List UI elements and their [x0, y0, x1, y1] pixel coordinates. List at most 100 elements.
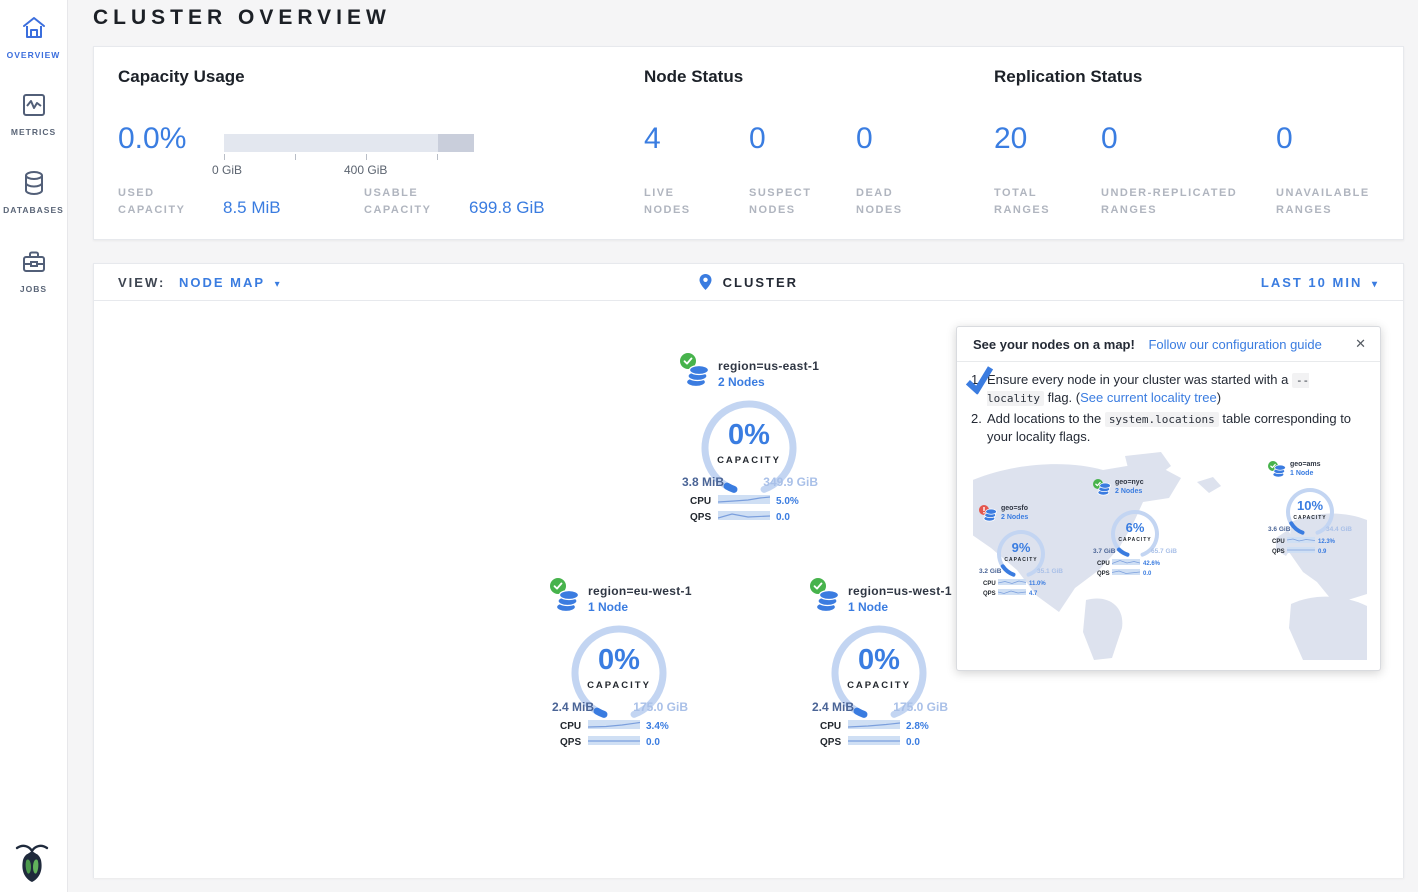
qps-value: 0.0 [1143, 570, 1152, 577]
suspect-nodes-value: 0 [749, 122, 766, 155]
view-dropdown[interactable]: NODE MAP [178, 275, 266, 290]
cpu-label: CPU [1272, 538, 1285, 545]
region-label[interactable]: region=us-west-1 [848, 584, 952, 598]
live-nodes-label: LIVE NODES [644, 187, 691, 217]
cpu-value: 11.0% [1029, 580, 1046, 587]
qps-label: QPS [983, 590, 996, 597]
mini-node-geo-sfo: geo=sfo 2 Nodes 9% CAPACITY [979, 504, 1065, 597]
qps-label: QPS [690, 512, 712, 523]
capacity-tick-label: 400 GiB [344, 163, 388, 177]
qps-sparkline [1111, 568, 1141, 575]
capacity-gauge: 6% CAPACITY [1107, 506, 1163, 562]
sidebar-item-label: OVERVIEW [6, 50, 61, 60]
main-content: CLUSTER OVERVIEW Capacity Usage 0.0% 0 G… [68, 0, 1418, 892]
node-map-canvas: region=us-east-1 2 Nodes 0% CAPACITY 3.8… [94, 301, 1403, 878]
capacity-bar [224, 134, 474, 152]
locality-tree-link[interactable]: See current locality tree [1080, 389, 1217, 405]
qps-value: 4.7 [1029, 590, 1038, 597]
node-header: region=us-east-1 2 Nodes [680, 353, 824, 393]
region-label[interactable]: region=eu-west-1 [588, 584, 692, 598]
node-stack-icon [555, 587, 581, 618]
briefcase-icon [0, 249, 67, 280]
region-nodes-link[interactable]: 1 Node [848, 600, 889, 614]
time-range-selector[interactable]: LAST 10 MIN ▾ [1261, 275, 1379, 290]
gauge-capacity-label: CAPACITY [1004, 556, 1038, 563]
cpu-value: 5.0% [776, 496, 799, 507]
gauge-percent: 0% [728, 419, 770, 451]
system-locations-code: system.locations [1104, 411, 1219, 427]
qps-label: QPS [820, 737, 842, 748]
mini-node-geo-ams: geo=ams 1 Node 10% CAPACITY [1268, 460, 1354, 555]
region-nodes-link[interactable]: 2 Nodes [718, 375, 765, 389]
home-icon [0, 15, 67, 46]
total-ranges-label: TOTAL RANGES [994, 187, 1051, 217]
node-total-value: 349.9 GiB [763, 475, 818, 489]
region-nodes-link: 1 Node [1290, 470, 1314, 478]
step-text-post: ) [1216, 389, 1222, 405]
region-label: geo=sfo [1001, 504, 1029, 512]
node-map-panel: VIEW: NODE MAP ▾ CLUSTER LAST 10 MIN ▾ [93, 263, 1404, 878]
qps-label: QPS [1097, 570, 1110, 577]
region-label: geo=nyc [1115, 478, 1144, 486]
node-stack-icon [983, 507, 998, 527]
sidebar-item-databases[interactable]: DATABASES [0, 170, 67, 215]
cpu-row: CPU 3.4% [560, 719, 688, 732]
cpu-row: CPU 42.6% [1097, 558, 1177, 568]
qps-sparkline [588, 736, 640, 745]
unavailable-ranges-label: UNAVAILABLE RANGES [1276, 187, 1370, 217]
close-icon[interactable]: ✕ [1355, 336, 1366, 351]
capacity-values: 2.4 MiB 175.0 GiB [552, 700, 688, 714]
cpu-value: 42.6% [1143, 560, 1161, 567]
region-label[interactable]: region=us-east-1 [718, 359, 820, 373]
configuration-guide-link[interactable]: Follow our configuration guide [1148, 337, 1322, 352]
capacity-values: 3.8 MiB 349.9 GiB [682, 475, 818, 489]
node-map-config-popup: See your nodes on a map! Follow our conf… [956, 326, 1381, 671]
total-ranges-value: 20 [994, 122, 1028, 155]
breadcrumb-cluster[interactable]: CLUSTER [722, 275, 798, 290]
cpu-label: CPU [1097, 560, 1110, 567]
sidebar-item-metrics[interactable]: METRICS [0, 92, 67, 137]
cpu-row: CPU 5.0% [690, 494, 818, 507]
chevron-down-icon[interactable]: ▾ [1371, 279, 1379, 290]
dead-nodes-label: DEAD NODES [856, 187, 903, 217]
mini-node-geo-nyc: geo=nyc 2 Nodes 6% CAPACITY [1093, 478, 1179, 577]
node-stack-icon [685, 362, 711, 393]
cpu-label: CPU [820, 721, 842, 732]
node-used-value: 3.2 GiB [979, 567, 1002, 575]
qps-sparkline [1287, 546, 1315, 553]
step-text-post: table corresponding to your locality fla… [987, 410, 1352, 444]
region-nodes-link[interactable]: 1 Node [588, 600, 629, 614]
node-used-value: 3.8 MiB [682, 475, 725, 489]
sidebar-item-overview[interactable]: OVERVIEW [0, 15, 67, 60]
gauge-capacity-label: CAPACITY [1293, 514, 1327, 521]
cpu-sparkline [1111, 558, 1141, 565]
under-replicated-ranges-label: UNDER-REPLICATED RANGES [1101, 187, 1238, 217]
locality-node-eu-west-1: region=eu-west-1 1 Node 0% CAPACITY 2.4 … [544, 578, 694, 752]
example-node-map-image: geo=sfo 2 Nodes 9% CAPACITY [973, 451, 1367, 660]
capacity-gauge: 9% CAPACITY [993, 526, 1049, 582]
region-nodes-link: 2 Nodes [1001, 514, 1029, 522]
gauge-capacity-label: CAPACITY [587, 680, 651, 691]
chevron-down-icon[interactable]: ▾ [274, 279, 282, 290]
sidebar-item-jobs[interactable]: JOBS [0, 249, 67, 294]
time-range-value[interactable]: LAST 10 MIN [1260, 275, 1363, 290]
config-step-2: 2. Add locations to the system.locations… [971, 410, 1364, 446]
qps-sparkline [848, 736, 900, 745]
node-total-value: 35.1 GiB [1036, 567, 1063, 575]
capacity-tick-label: 0 GiB [212, 163, 243, 177]
cpu-sparkline [1286, 536, 1316, 543]
sidebar-item-label: DATABASES [3, 205, 64, 215]
capacity-tick [366, 154, 367, 160]
popup-header: See your nodes on a map! Follow our conf… [957, 327, 1380, 362]
capacity-usage-title: Capacity Usage [118, 67, 245, 86]
node-total-value: 175.0 GiB [633, 700, 688, 714]
qps-value: 0.0 [646, 737, 660, 748]
capacity-values: 2.4 MiB 175.0 GiB [812, 700, 948, 714]
step-text: Ensure every node in your cluster was st… [987, 371, 1364, 407]
node-stack-icon [1272, 463, 1287, 483]
node-total-value: 175.0 GiB [893, 700, 948, 714]
node-ok-icon [810, 578, 826, 599]
map-pin-icon [699, 274, 718, 293]
node-stack-icon [1097, 481, 1112, 501]
qps-label: QPS [1272, 548, 1285, 555]
